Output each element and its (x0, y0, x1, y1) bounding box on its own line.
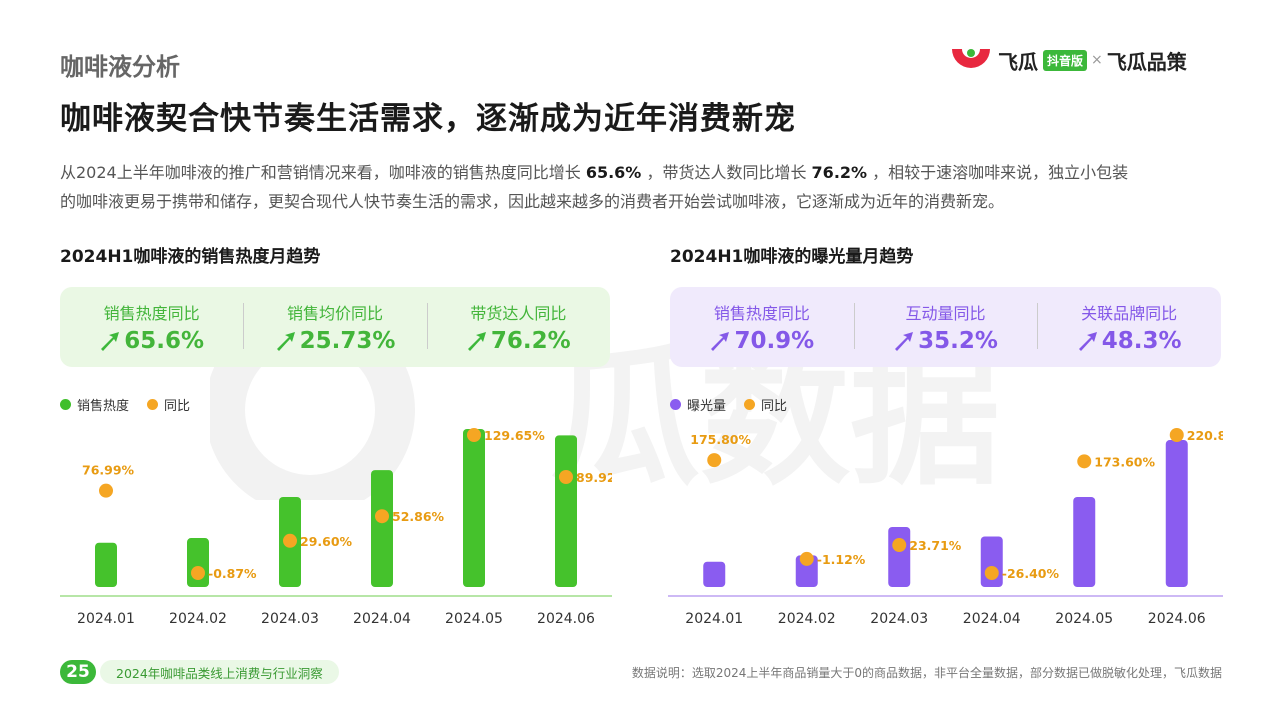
yoy-data-label: 89.92% (576, 470, 612, 485)
kpi-influencers: 带货达人同比 76.2% (426, 287, 610, 367)
logo-brand-2: 飞瓜品策 (1106, 49, 1187, 74)
legend-dot (744, 399, 756, 410)
bar (795, 555, 818, 587)
legend-dot (670, 399, 681, 410)
arrow-up-icon (711, 332, 730, 351)
kpi-interactions: 互动量同比 35.2% (853, 287, 1038, 367)
yoy-point (799, 551, 814, 566)
arrow-up-icon (276, 332, 295, 351)
logo: 飞瓜 抖音版 × 飞瓜品策 (950, 43, 1225, 77)
bar (888, 526, 911, 587)
yoy-point (99, 483, 113, 498)
yoy-data-label: 52.86% (392, 509, 445, 524)
yoy-point (191, 566, 205, 580)
x-tick-label: 2024.06 (1148, 611, 1206, 627)
melon-logo-icon (952, 49, 990, 68)
left-bar-chart: 2024.01 76.99% 2024.02 -0.87% 2024.03 29.60% 2… (60, 428, 612, 627)
x-tick-label: 2024.01 (685, 611, 743, 627)
bar (95, 542, 117, 587)
kpi-sales-heat: 销售热度同比 65.6% (60, 287, 243, 367)
left-chart-title: 2024H1咖啡液的销售热度月趋势 (60, 247, 321, 267)
kpi-sales-heat-2: 销售热度同比 70.9% (670, 287, 854, 367)
page-title: 咖啡液契合快节奏生活需求，逐渐成为近年消费新宠 (60, 101, 796, 137)
arrow-up-icon (895, 332, 914, 351)
yoy-point (467, 428, 481, 442)
yoy-data-label: 129.65% (484, 428, 545, 443)
x-tick-label: 2024.03 (261, 611, 319, 627)
left-kpi-box: 销售热度同比 65.6% 销售均价同比 25.73% 带货达人同比 76.2% (60, 287, 610, 367)
yoy-data-label: 29.60% (300, 534, 353, 549)
yoy-point (1169, 428, 1184, 442)
intro-paragraph: 从2024上半年咖啡液的推广和营销情况来看，咖啡液的销售热度同比增长 65.6%… (60, 163, 1129, 211)
x-tick-label: 2024.06 (537, 611, 595, 627)
arrow-up-icon (467, 332, 486, 351)
yoy-data-label: 220.80% (1187, 428, 1223, 443)
yoy-point (707, 453, 722, 468)
left-legend: 销售热度 同比 (60, 395, 208, 414)
yoy-data-label: -0.87% (208, 566, 257, 581)
yoy-data-label: -26.40% (1002, 566, 1060, 581)
page-number: 25 (60, 660, 96, 684)
x-tick-label: 2024.04 (963, 611, 1021, 627)
bar (555, 435, 577, 587)
kpi-brands: 关联品牌同比 48.3% (1037, 287, 1221, 367)
logo-sep: × (1091, 52, 1103, 68)
yoy-point (1077, 454, 1092, 469)
right-legend: 曝光量 同比 (670, 395, 805, 414)
arrow-up-icon (101, 332, 120, 351)
bar (463, 429, 485, 587)
x-tick-label: 2024.05 (445, 611, 503, 627)
x-tick-label: 2024.02 (778, 611, 836, 627)
yoy-data-label: 173.60% (1094, 454, 1155, 469)
right-bar-chart: 2024.01 175.80% 2024.02 -1.12% 2024.03 23.71%… (668, 428, 1223, 627)
yoy-point (375, 509, 389, 524)
arrow-up-icon (1078, 332, 1097, 351)
kpi-avg-price: 销售均价同比 25.73% (243, 287, 426, 367)
bar (1165, 440, 1188, 587)
bar (1073, 496, 1096, 587)
x-tick-label: 2024.05 (1055, 611, 1113, 627)
x-tick-label: 2024.04 (353, 611, 411, 627)
yoy-point (283, 533, 297, 548)
data-note: 数据说明：选取2024上半年商品销量大于0的商品数据，非平台全量数据，部分数据已… (631, 666, 1222, 680)
x-tick-label: 2024.01 (77, 611, 135, 627)
yoy-data-label: -1.12% (817, 552, 866, 567)
x-tick-label: 2024.03 (870, 611, 928, 627)
bar (703, 561, 726, 587)
right-kpi-box: 销售热度同比 70.9% 互动量同比 35.2% 关联品牌同比 48.3% (670, 287, 1221, 367)
yoy-point (984, 566, 999, 580)
yoy-point (892, 538, 907, 553)
right-chart-title: 2024H1咖啡液的曝光量月趋势 (670, 247, 914, 267)
logo-pill: 抖音版 (1043, 49, 1088, 71)
yoy-data-label: 76.99% (82, 463, 135, 478)
report-tag: 2024年咖啡品类线上消费与行业洞察 (100, 660, 339, 684)
section-label: 咖啡液分析 (60, 53, 180, 81)
bar (371, 470, 393, 587)
yoy-data-label: 175.80% (690, 432, 751, 447)
x-tick-label: 2024.02 (169, 611, 227, 627)
yoy-data-label: 23.71% (909, 538, 962, 553)
yoy-point (559, 470, 573, 485)
legend-dot (60, 399, 71, 410)
legend-dot (147, 399, 159, 410)
intro-value-1: 65.6% (585, 163, 642, 182)
logo-brand: 飞瓜 (998, 49, 1038, 74)
intro-value-2: 76.2% (811, 163, 868, 182)
